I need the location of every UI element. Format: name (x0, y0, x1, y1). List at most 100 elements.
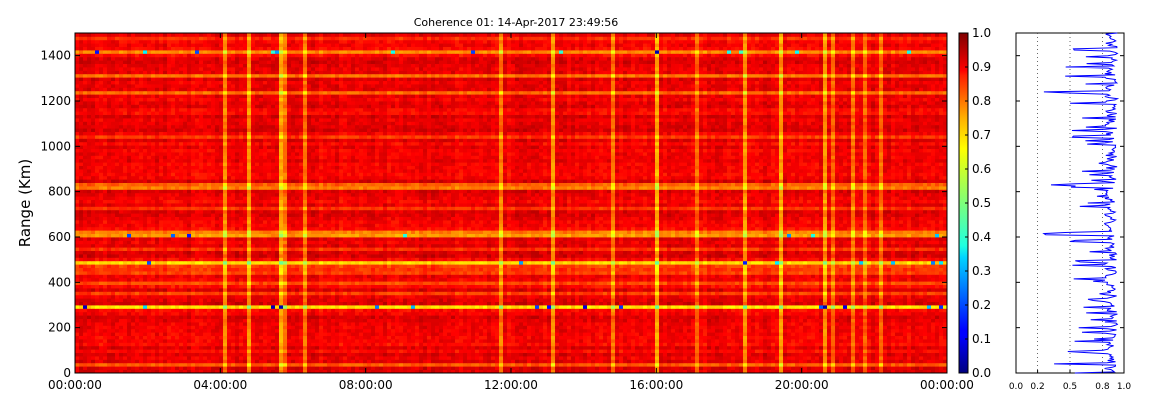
heatmap-cell (663, 308, 667, 312)
heatmap-cell (827, 332, 831, 336)
heatmap-cell (759, 308, 763, 312)
heatmap-cell (91, 332, 95, 336)
heatmap-cell (123, 322, 127, 326)
heatmap-cell (663, 302, 667, 306)
heatmap-cell (719, 295, 723, 299)
heatmap-cell (559, 349, 563, 353)
heatmap-cell (875, 342, 879, 346)
heatmap-cell (407, 319, 411, 323)
heatmap-cell (535, 342, 539, 346)
heatmap-cell (819, 353, 823, 357)
heatmap-cell (763, 339, 767, 343)
heatmap-cell (783, 353, 787, 357)
heatmap-cell (859, 349, 863, 353)
heatmap-cell (555, 353, 559, 357)
heatmap-cell (799, 336, 803, 340)
heatmap-cell (303, 295, 307, 299)
heatmap-cell (243, 298, 247, 302)
heatmap-cell (579, 329, 583, 333)
heatmap-cell (551, 366, 555, 370)
heatmap-cell (891, 359, 895, 363)
heatmap-cell (311, 353, 315, 357)
heatmap-cell (607, 298, 611, 302)
heatmap-cell (263, 332, 267, 336)
heatmap-cell (687, 319, 691, 323)
heatmap-cell (87, 295, 91, 299)
heatmap-cell (355, 349, 359, 353)
heatmap-cell (763, 356, 767, 360)
heatmap-cell (247, 329, 251, 333)
heatmap-cell (147, 339, 151, 343)
heatmap-cell (811, 342, 815, 346)
heatmap-cell (371, 329, 375, 333)
heatmap-cell (531, 312, 535, 316)
heatmap-cell (779, 312, 783, 316)
heatmap-cell (123, 349, 127, 353)
heatmap-cell (439, 336, 443, 340)
heatmap-cell (871, 302, 875, 306)
heatmap-cell (487, 353, 491, 357)
heatmap-cell (911, 353, 915, 357)
heatmap-cell (391, 339, 395, 343)
heatmap-cell (399, 305, 403, 309)
heatmap-cell (631, 329, 635, 333)
heatmap-cell (447, 353, 451, 357)
heatmap-cell (271, 342, 275, 346)
heatmap-cell (699, 346, 703, 350)
heatmap-cell (923, 349, 927, 353)
heatmap-cell (75, 319, 79, 323)
heatmap-cell (343, 329, 347, 333)
heatmap-cell (591, 302, 595, 306)
heatmap-cell (179, 339, 183, 343)
heatmap-cell (771, 305, 775, 309)
heatmap-cell (199, 329, 203, 333)
heatmap-cell (899, 342, 903, 346)
heatmap-cell (515, 363, 519, 367)
heatmap-cell (207, 356, 211, 360)
heatmap-cell (627, 325, 631, 329)
heatmap-cell (687, 322, 691, 326)
heatmap-cell (675, 319, 679, 323)
heatmap-cell (591, 349, 595, 353)
heatmap-cell (83, 325, 87, 329)
heatmap-cell (751, 353, 755, 357)
heatmap-cell (459, 366, 463, 370)
heatmap-cell (743, 346, 747, 350)
heatmap-cell (151, 339, 155, 343)
heatmap-cell (811, 366, 815, 370)
heatmap-cell (559, 302, 563, 306)
heatmap-cell (687, 295, 691, 299)
heatmap-cell (883, 349, 887, 353)
heatmap-cell (819, 336, 823, 340)
heatmap-cell (451, 298, 455, 302)
heatmap-cell (863, 359, 867, 363)
heatmap-cell (251, 298, 255, 302)
heatmap-cell (703, 346, 707, 350)
heatmap-cell (779, 366, 783, 370)
heatmap-cell (523, 332, 527, 336)
heatmap-cell (567, 346, 571, 350)
heatmap-cell (519, 295, 523, 299)
heatmap-cell (735, 349, 739, 353)
heatmap-cell (115, 336, 119, 340)
heatmap-cell (883, 302, 887, 306)
heatmap-cell (211, 295, 215, 299)
heatmap-cell (927, 342, 931, 346)
heatmap-cell (119, 363, 123, 367)
heatmap-cell (727, 339, 731, 343)
heatmap-cell (327, 339, 331, 343)
heatmap-cell (567, 339, 571, 343)
heatmap-cell (139, 366, 143, 370)
heatmap-cell (191, 339, 195, 343)
heatmap-cell (139, 312, 143, 316)
heatmap-cell (775, 349, 779, 353)
heatmap-cell (891, 315, 895, 319)
heatmap-cell (743, 366, 747, 370)
heatmap-cell (887, 359, 891, 363)
heatmap-cell (159, 349, 163, 353)
heatmap-cell (415, 319, 419, 323)
heatmap-cell (123, 336, 127, 340)
heatmap-cell (839, 329, 843, 333)
heatmap-cell (899, 298, 903, 302)
heatmap-cell (91, 346, 95, 350)
